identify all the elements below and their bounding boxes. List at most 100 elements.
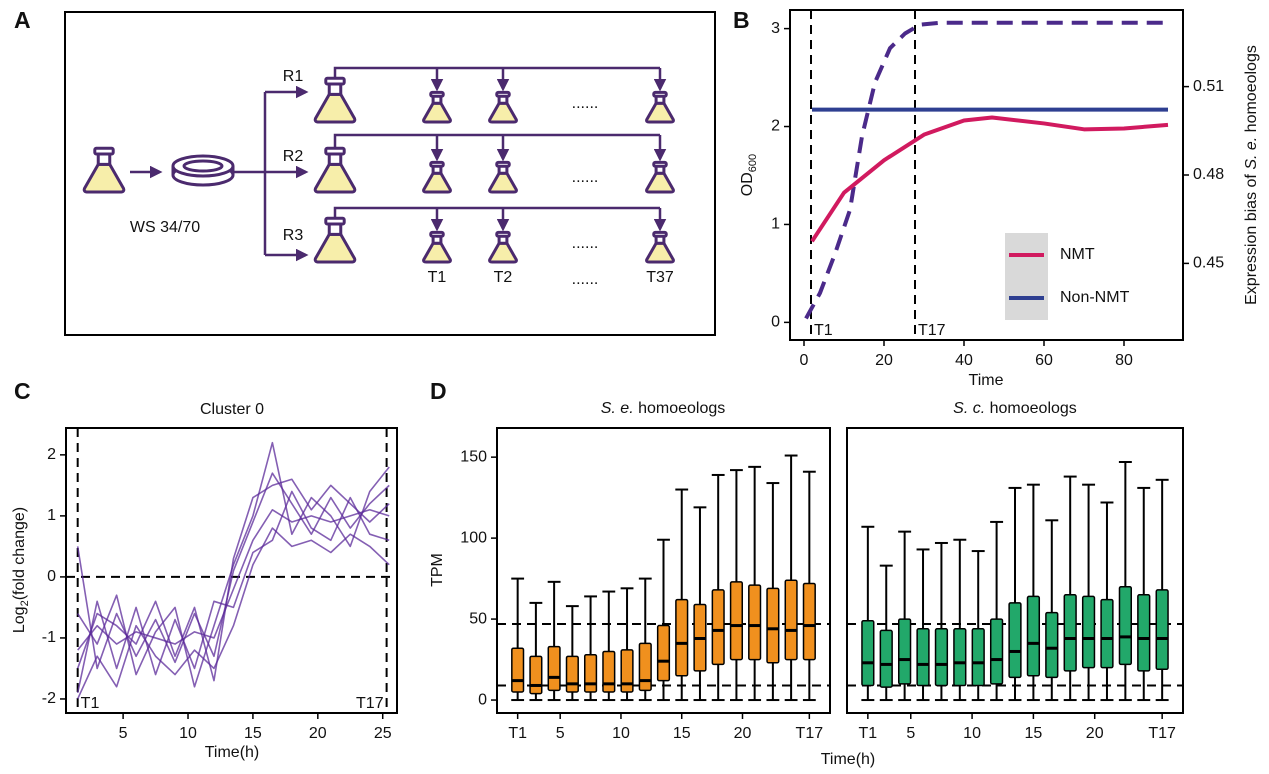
petri-dish xyxy=(171,154,235,187)
replicate-label: R3 xyxy=(283,227,304,244)
flask-rim xyxy=(324,146,346,156)
flask xyxy=(313,146,357,194)
box xyxy=(565,655,579,693)
flask-rim xyxy=(429,230,445,238)
y-tick-label: 3 xyxy=(771,20,780,37)
panel-label: C xyxy=(14,378,31,404)
y-axis-label: OD600 xyxy=(739,154,759,196)
x-axis-label: Time(h) xyxy=(821,751,876,768)
x-tick-label: 10 xyxy=(179,725,197,742)
flask xyxy=(313,216,357,264)
flask-body xyxy=(313,92,357,124)
box xyxy=(620,649,634,693)
reference-label: T1 xyxy=(814,322,833,339)
box xyxy=(784,579,798,661)
series-line xyxy=(76,472,390,670)
flask-rim xyxy=(324,216,346,226)
flask-body xyxy=(422,241,452,264)
flask xyxy=(422,160,452,194)
x-tick-label: 20 xyxy=(875,352,893,369)
x-tick-label: 20 xyxy=(309,725,327,742)
y-tick-label: 0 xyxy=(771,314,780,331)
x-tick-label: 80 xyxy=(1115,352,1133,369)
replicate-label: R1 xyxy=(283,68,304,85)
x-axis-label: Time xyxy=(969,372,1004,389)
box xyxy=(802,582,816,661)
legend-label: NMT xyxy=(1060,246,1095,263)
flask xyxy=(645,230,675,264)
box xyxy=(748,584,762,661)
row-line xyxy=(333,133,660,147)
y-tick-label: -1 xyxy=(42,629,56,646)
box xyxy=(953,628,967,687)
y-axis-label-part: Log xyxy=(11,606,28,633)
box xyxy=(583,653,598,693)
flask xyxy=(422,90,452,124)
flask-body xyxy=(488,171,518,194)
flask xyxy=(422,230,452,264)
y-tick-label: 100 xyxy=(460,529,487,546)
flask xyxy=(488,90,518,124)
box xyxy=(1100,598,1114,669)
flask xyxy=(645,160,675,194)
box xyxy=(547,645,561,692)
series-line xyxy=(77,441,390,688)
y2-axis-label-part: Expression bias of xyxy=(1243,170,1260,305)
timepoint-label: T1 xyxy=(428,269,447,286)
y-tick-label: 2 xyxy=(771,118,780,135)
flask xyxy=(645,90,675,124)
branch xyxy=(234,92,267,255)
y-axis-label-part: OD xyxy=(739,172,756,196)
box xyxy=(971,628,985,687)
y-tick-label: 2 xyxy=(47,446,56,463)
plot-frame xyxy=(846,427,1184,714)
replicate-label: R2 xyxy=(283,148,304,165)
chart-title: Cluster 0 xyxy=(200,401,264,418)
flask-body xyxy=(313,162,357,194)
x-tick-label: T1 xyxy=(508,725,527,742)
workflow-diagram: WS 34/70 R1 R2 R3 ...... ...... ...... .… xyxy=(64,11,716,336)
reference-label: T17 xyxy=(918,322,946,339)
reference-label: T1 xyxy=(81,695,100,712)
flask-body xyxy=(488,101,518,124)
strain-label: WS 34/70 xyxy=(130,219,200,236)
y-axis-label: TPM xyxy=(429,553,446,587)
box xyxy=(1026,595,1041,677)
box xyxy=(766,587,780,664)
box xyxy=(1137,594,1151,672)
box xyxy=(1008,602,1022,679)
flask xyxy=(488,160,518,194)
flask-rim xyxy=(652,160,668,168)
series-line xyxy=(76,527,390,700)
series-line xyxy=(77,508,390,651)
flask-body xyxy=(645,101,675,124)
panel-label: A xyxy=(14,7,31,33)
row-line xyxy=(333,206,660,217)
flask-body xyxy=(645,171,675,194)
timepoint-label: T37 xyxy=(646,269,674,286)
series-line xyxy=(804,20,1168,320)
series-line xyxy=(810,115,1169,243)
flask-rim xyxy=(495,230,511,238)
x-tick-label: T17 xyxy=(1148,725,1176,742)
legend-key-background xyxy=(1005,233,1048,320)
box xyxy=(711,589,725,666)
x-tick-label: 5 xyxy=(556,725,565,742)
box xyxy=(989,618,1004,685)
flask-rim xyxy=(495,90,511,98)
flask xyxy=(313,76,357,124)
x-axis-label: Time(h) xyxy=(205,744,260,761)
box xyxy=(1118,585,1133,666)
flask xyxy=(82,146,126,194)
flask-rim xyxy=(93,146,115,156)
x-tick-label: T17 xyxy=(796,725,824,742)
flask-body xyxy=(422,171,452,194)
ellipsis: ...... xyxy=(572,95,599,112)
y-tick-label: 0 xyxy=(47,568,56,585)
box xyxy=(861,619,875,687)
x-tick-label: 60 xyxy=(1035,352,1053,369)
x-tick-label: T1 xyxy=(859,725,878,742)
panel-label: B xyxy=(733,7,750,33)
chart-title: S. e. homoeologs xyxy=(601,400,726,417)
